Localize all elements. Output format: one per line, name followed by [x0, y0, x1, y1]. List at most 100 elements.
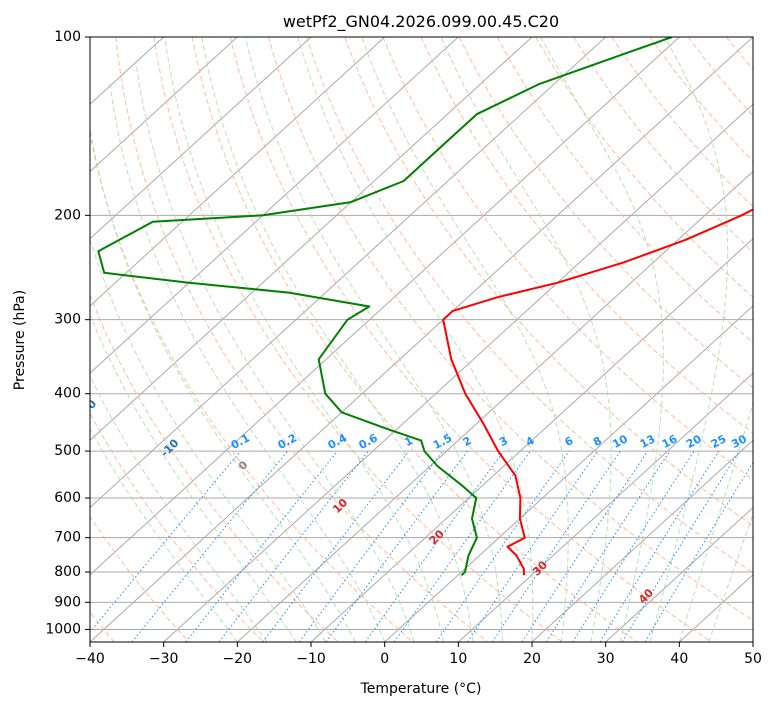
moist-adiabat — [245, 37, 503, 642]
mixing-ratio-line — [599, 450, 720, 642]
mixing-ratio-label: 25 — [709, 432, 729, 451]
isotherm-line — [531, 439, 753, 642]
dry-adiabat-label: 40 — [636, 586, 656, 606]
isotherm-lines — [90, 37, 753, 642]
mixing-ratio-line — [435, 450, 570, 642]
mixing-ratio-line — [393, 450, 531, 642]
mixing-ratio-line — [262, 450, 410, 642]
y-tick-label: 600 — [54, 490, 81, 506]
mixing-ratio-label: 1.5 — [431, 431, 454, 452]
moist-adiabat — [90, 427, 238, 642]
x-tick-label: −20 — [223, 651, 253, 667]
dry-adiabat — [382, 37, 753, 481]
mixing-ratio-line — [364, 450, 505, 642]
isotherm-line — [752, 641, 753, 642]
y-tick-label: 200 — [54, 207, 81, 223]
mixing-ratio-line — [218, 450, 369, 642]
mixing-ratio-label: 3 — [497, 434, 510, 449]
y-tick-label: 100 — [54, 29, 81, 45]
isotherm-line — [163, 103, 753, 642]
dry-adiabat — [344, 37, 753, 527]
dry-adiabat — [649, 37, 753, 163]
dry-adiabat — [687, 37, 753, 117]
mixing-ratio-label: 20 — [684, 432, 704, 451]
y-axis-label: Pressure (hPa) — [12, 290, 28, 390]
x-tick-label: −30 — [149, 651, 179, 667]
moist-adiabat — [201, 37, 474, 642]
mixing-ratio-label: 0.1 — [229, 431, 252, 452]
x-tick-label: 0 — [380, 651, 389, 667]
mixing-ratio-line — [131, 450, 288, 642]
profile-series — [97, 37, 753, 576]
y-tick-label: 400 — [54, 386, 81, 402]
x-tick-label: 30 — [597, 651, 615, 667]
mixing-ratio-line — [90, 450, 242, 633]
moist-adiabat — [540, 37, 664, 642]
mixing-ratio-label: 8 — [591, 434, 604, 449]
dewpoint-line — [97, 37, 673, 576]
mixing-ratio-label: 10 — [610, 432, 630, 451]
mixing-ratio-line — [621, 450, 740, 642]
chart-title: wetPf2_GN04.2026.099.00.45.C20 — [283, 12, 559, 32]
dry-adiabat — [115, 37, 488, 642]
plot-area: -100-90-80-70-60-50-40-30-20-10010203040… — [90, 37, 775, 642]
dry-adiabat — [573, 37, 753, 253]
dry-adiabats — [90, 37, 775, 642]
moist-adiabat — [135, 61, 415, 642]
dry-adiabat — [611, 37, 753, 208]
dry-adiabat — [90, 293, 339, 642]
x-tick-label: −10 — [296, 651, 326, 667]
dry-adiabat-label: -10 — [158, 436, 181, 459]
dry-adiabat — [458, 37, 753, 389]
mixing-ratio-label: 0.4 — [326, 431, 350, 452]
isotherm-line — [236, 170, 753, 642]
dry-adiabat — [268, 37, 753, 622]
mixing-ratio-label: 1 — [402, 434, 415, 449]
y-tick-label: 700 — [54, 530, 81, 546]
isotherm-line — [90, 37, 607, 509]
temperature-line — [442, 208, 753, 576]
mixing-ratio-line — [572, 450, 695, 642]
mixing-ratio-label: 2 — [461, 434, 474, 449]
moist-adiabat — [708, 513, 753, 642]
moist-adiabat — [678, 401, 753, 642]
x-tick-label: 10 — [449, 651, 467, 667]
dry-adiabat — [229, 37, 712, 642]
mixing-ratio-line — [325, 450, 468, 642]
mixing-ratio-line — [491, 450, 621, 642]
mixing-ratio-line — [545, 450, 671, 642]
mixing-ratio-label: 13 — [638, 432, 658, 451]
mixing-ratio-label: 4 — [524, 434, 537, 449]
x-tick-label: 40 — [670, 651, 688, 667]
dry-adiabat — [496, 37, 753, 344]
dry-adiabat — [420, 37, 753, 434]
isotherm-line — [90, 37, 312, 240]
moist-adiabat — [90, 125, 356, 642]
isotherm-line — [90, 37, 533, 442]
dry-adiabat — [765, 37, 775, 642]
mixing-ratio-line — [185, 450, 338, 642]
dry-adiabat-label: 0 — [236, 458, 251, 473]
x-axis-label: Temperature (°C) — [360, 681, 482, 697]
dry-adiabat — [726, 37, 753, 71]
mixing-ratio-label: 16 — [660, 432, 680, 451]
plot-frame — [89, 36, 754, 643]
moist-adiabat — [361, 37, 569, 642]
isotherm-line — [457, 372, 753, 642]
y-tick-label: 500 — [54, 443, 81, 459]
x-tick-label: −40 — [75, 651, 105, 667]
moist-adiabat — [164, 37, 445, 642]
isotherm-line — [605, 506, 753, 642]
dry-adiabat — [306, 37, 753, 574]
x-tick-label: 50 — [744, 651, 762, 667]
mixing-ratio-line — [467, 450, 599, 642]
mixing-ratio-label: 36 — [750, 432, 770, 451]
isotherm-line — [90, 37, 238, 173]
y-tick-label: 800 — [54, 564, 81, 580]
moist-adiabat — [440, 37, 612, 642]
isotherm-line — [90, 37, 459, 374]
y-axis-ticks: 100 200 300 400 500 600 700 800 900 1000 — [45, 29, 90, 637]
mixing-ratio-lines — [90, 450, 753, 642]
dry-adiabat — [90, 412, 264, 642]
